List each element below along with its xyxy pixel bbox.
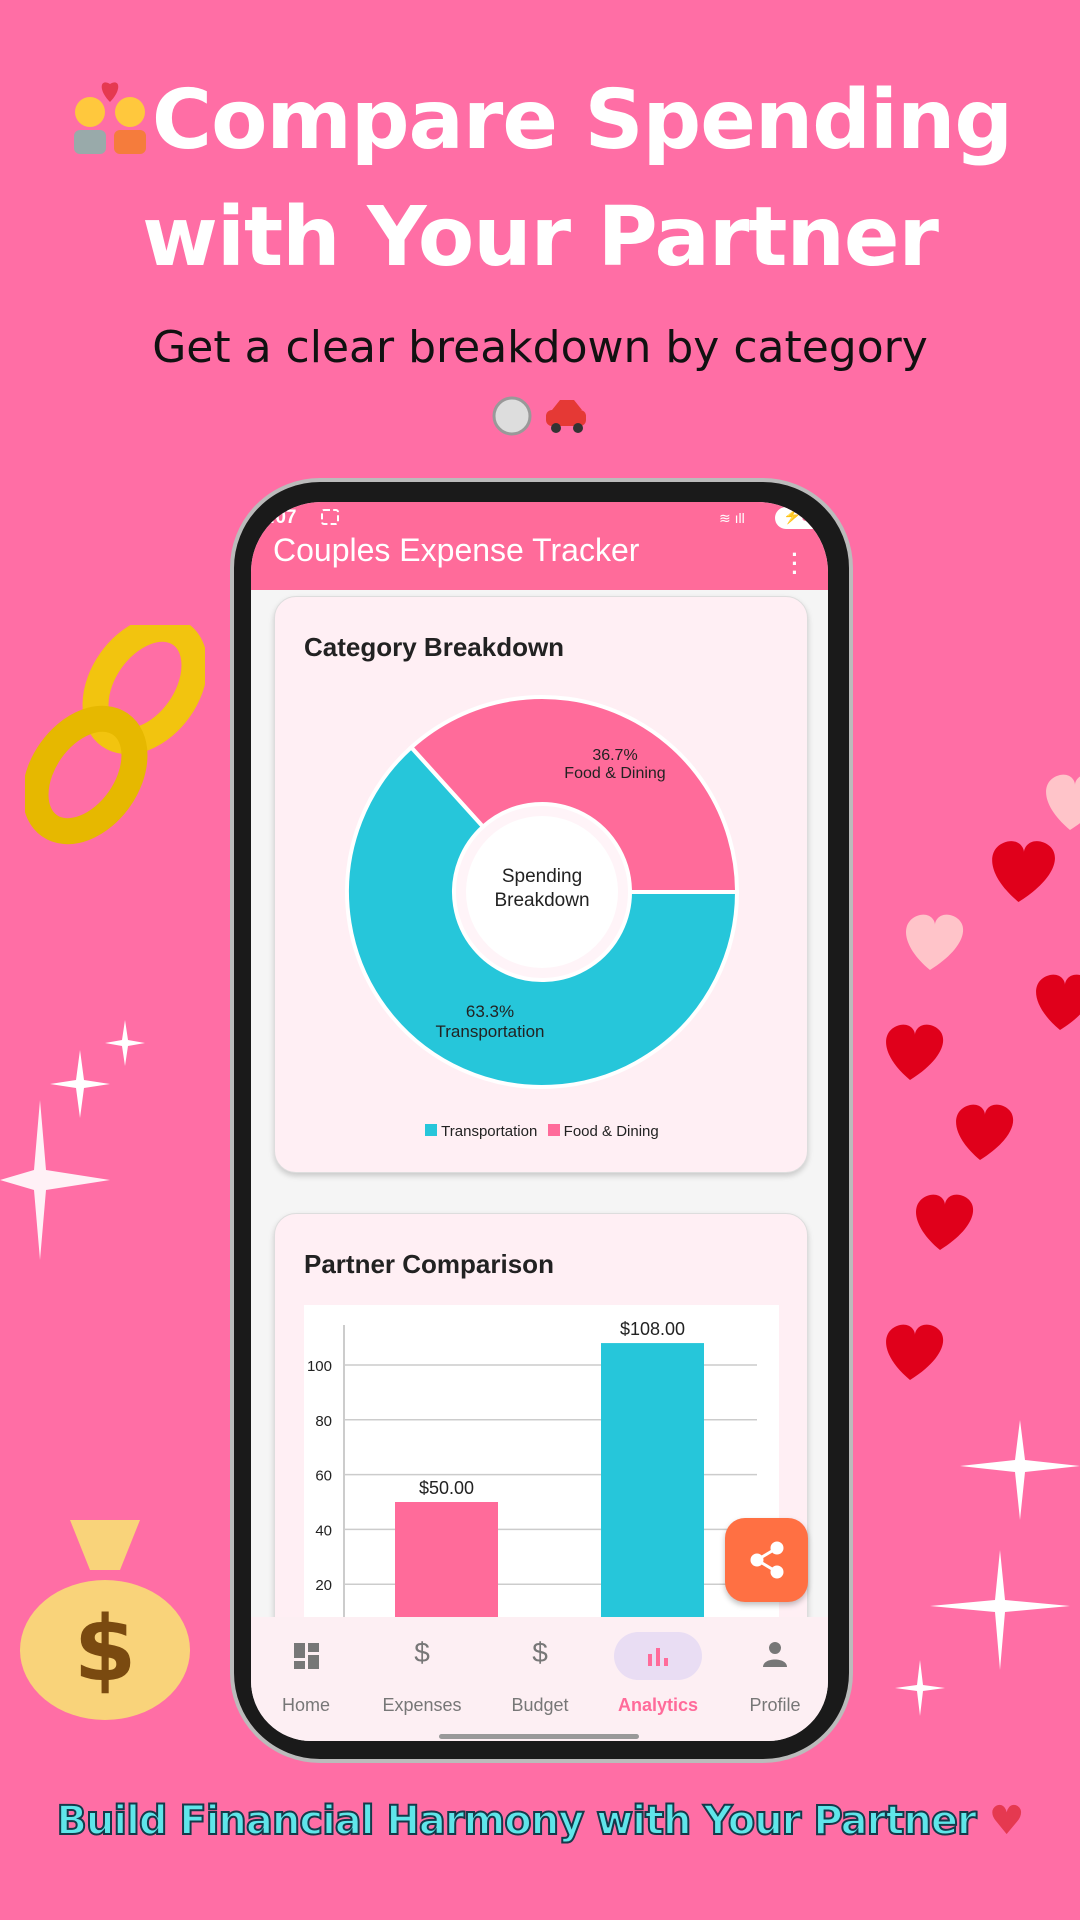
y-tick-label: 80 [315,1413,332,1430]
y-tick-label: 40 [315,1522,332,1539]
promo-footer: Build Financial Harmony with Your Partne… [55,1797,1025,1845]
plate-car-emoji-icon [490,392,590,447]
bar-value-label: $50.00 [419,1478,474,1498]
share-icon [750,1541,784,1579]
donut-slice-1[interactable] [345,744,740,1089]
phone-screen: :07 ≋ ıll ⚡55 Couples Expense Tracker · ·… [251,502,828,1741]
slice-label-transportation: 63.3% Transportation [435,1002,545,1041]
home-gesture-bar[interactable] [439,1734,639,1739]
chart-legend: Transportation Food & Dining [275,1123,809,1140]
nav-analytics[interactable]: Analytics [600,1617,716,1741]
legend-swatch-transportation [425,1124,438,1136]
card-title: Category Breakdown [304,632,565,662]
hearts-decoration-icon [886,774,1080,1380]
y-tick-label: 100 [307,1358,332,1375]
dollar-icon: $ [414,1637,430,1668]
promo-subtitle: Get a clear breakdown by category [152,322,928,373]
couple-emoji-icon [68,72,152,156]
two-hearts-icon: ♥ [988,1798,1025,1844]
dollar-icon: $ [532,1637,548,1668]
donut-center-label: Spending Breakdown [494,866,590,911]
bar-value-label: $108.00 [620,1319,685,1339]
nav-profile[interactable]: Profile [717,1617,828,1741]
screenshot-icon [321,509,339,525]
bar-1[interactable] [601,1343,704,1625]
app-title: Couples Expense Tracker [273,532,640,568]
money-bag-icon: $ [20,1520,190,1720]
sparkles-icon [895,1420,1080,1716]
card-title: Partner Comparison [304,1249,554,1279]
share-fab[interactable] [725,1518,808,1602]
bottom-navigation: Home $ Expenses $ Budget Analytics Profi… [251,1617,828,1741]
bar-chart-icon [648,1648,668,1666]
person-icon [763,1642,787,1667]
nav-home[interactable]: Home [251,1617,364,1741]
y-tick-label: 60 [315,1468,332,1485]
donut-chart [345,695,740,1089]
promo-title-line1: Compare Spending [0,72,1080,168]
category-breakdown-card: Category Breakdown Spending Breakdown 36.… [274,596,808,1173]
app-bar: :07 ≋ ıll ⚡55 Couples Expense Tracker · ·… [251,502,828,590]
bar-0[interactable] [395,1502,498,1625]
y-tick-label: 20 [315,1577,332,1594]
slice-label-food: 36.7% Food & Dining [564,747,666,782]
overflow-menu-icon[interactable]: · · · [791,542,799,585]
battery-indicator: ⚡55 [775,507,825,529]
sparkles-icon [0,1020,145,1260]
dashboard-icon [294,1643,319,1669]
bar-chart: 20 40 60 80 100 $50.00 $108.00 [304,1305,779,1625]
donut-hole [466,816,618,968]
active-indicator [614,1632,702,1680]
donut-slice-0[interactable] [408,695,740,894]
status-time: :07 [269,507,297,528]
promo-title-line2: with Your Partner [142,190,939,285]
svg-text:$: $ [74,1597,137,1702]
nav-expenses[interactable]: $ Expenses [364,1617,480,1741]
nav-budget[interactable]: $ Budget [482,1617,598,1741]
wifi-signal-icon: ≋ ıll [719,510,745,526]
chain-link-icon [25,625,205,845]
legend-swatch-food [547,1124,560,1136]
